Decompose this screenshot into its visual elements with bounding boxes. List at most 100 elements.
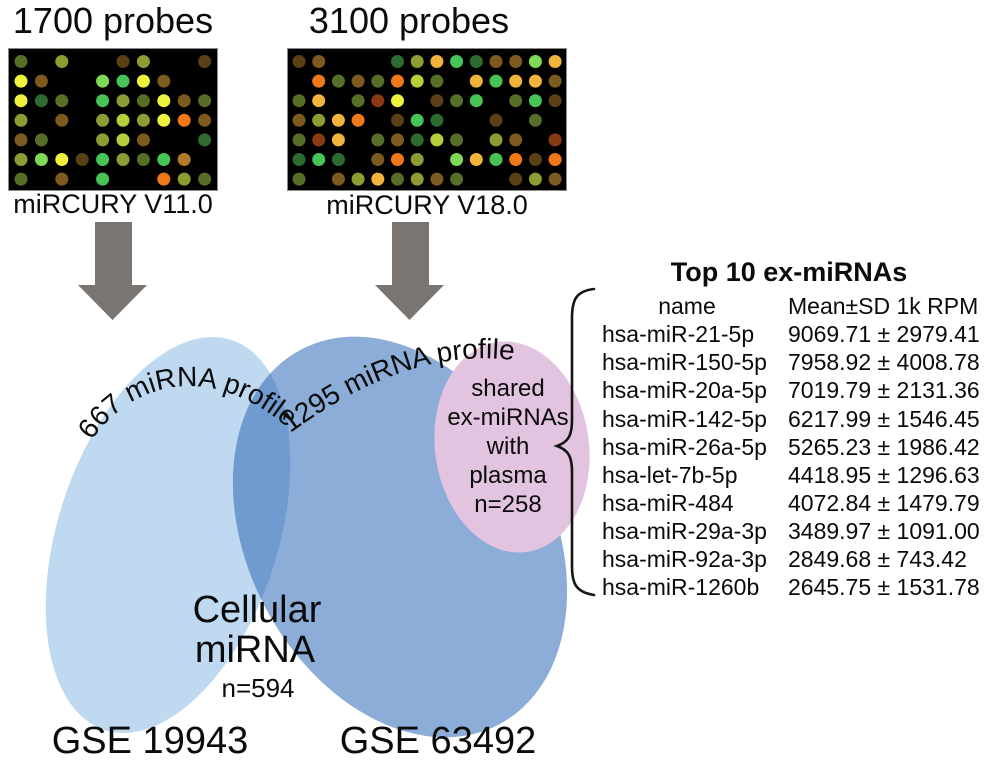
microarray-dot xyxy=(528,94,542,108)
microarray-dot xyxy=(489,153,503,166)
platform-label-2: miRCURY V18.0 xyxy=(326,190,528,220)
microarray-dot xyxy=(331,133,345,147)
mirna-name: hsa-let-7b-5p xyxy=(602,461,738,488)
microarray-dot xyxy=(430,74,444,88)
microarray-dot xyxy=(410,74,424,88)
probes-label-1: 1700 probes xyxy=(12,0,214,41)
mirna-name: hsa-miR-150-5p xyxy=(602,349,767,376)
microarray-dot xyxy=(469,153,483,166)
microarray-dot xyxy=(331,74,345,88)
table-row: hsa-miR-1260b 2645.75 ± 1531.78 xyxy=(602,573,996,601)
microarray-dot xyxy=(136,133,150,147)
mirna-name: hsa-miR-20a-5p xyxy=(602,377,767,404)
microarray-dot xyxy=(312,55,326,68)
microarray-dot xyxy=(198,172,212,186)
microarray-dot xyxy=(96,133,110,147)
microarray-dot xyxy=(489,113,503,127)
microarray-dot xyxy=(55,55,69,68)
microarray-dot xyxy=(430,133,444,147)
microarray-dot xyxy=(351,74,365,88)
microarray-dot xyxy=(312,133,326,147)
microarray-dot xyxy=(292,133,306,147)
microarray-dot xyxy=(351,113,365,127)
microarray-dot xyxy=(371,94,385,108)
venn-left-ellipse xyxy=(45,337,291,733)
mirna-value: 7958.92 ± 4008.78 xyxy=(788,349,980,376)
microarray-dot xyxy=(55,94,69,108)
mirna-value: 3489.97 ± 1091.00 xyxy=(788,518,980,545)
overlap-title-line1: Cellular xyxy=(193,589,322,631)
table-row: hsa-miR-484 4072.84 ± 1479.79 xyxy=(602,489,996,517)
mirna-name: hsa-miR-1260b xyxy=(602,574,760,601)
microarray-dot xyxy=(136,113,150,127)
microarray-dot xyxy=(331,172,345,186)
microarray-dot xyxy=(34,133,48,147)
microarray-dot xyxy=(34,74,48,88)
microarray-dot xyxy=(391,153,404,166)
microarray-dot xyxy=(331,153,345,166)
mirna-value: 2849.68 ± 743.42 xyxy=(788,546,967,573)
microarray-dot xyxy=(528,55,542,68)
microarray-dot xyxy=(177,113,191,127)
microarray-dot xyxy=(391,94,404,108)
mirna-name: hsa-miR-142-5p xyxy=(602,405,767,432)
mirna-name: hsa-miR-26a-5p xyxy=(602,433,767,460)
microarray-dot xyxy=(548,74,562,88)
column-header-name: name xyxy=(658,293,716,319)
microarray-dot xyxy=(509,94,523,108)
overlap-count: n=594 xyxy=(221,673,294,703)
microarray-dot xyxy=(116,113,130,127)
microarray-dot xyxy=(528,74,542,88)
microarray-dot xyxy=(391,74,404,88)
microarray-dot xyxy=(391,172,404,186)
shared-line-3: with xyxy=(486,433,530,460)
microarray-dot xyxy=(351,172,365,186)
microarray-dot xyxy=(548,55,562,68)
table-row: hsa-let-7b-5p 4418.95 ± 1296.63 xyxy=(602,461,996,489)
microarray-dot xyxy=(34,94,48,108)
microarray-dot xyxy=(96,74,110,88)
table-title: Top 10 ex-miRNAs xyxy=(670,257,908,287)
microarray-dot xyxy=(528,113,542,127)
microarray-dot xyxy=(548,153,562,166)
dataset-label-right: GSE 63492 xyxy=(340,720,536,762)
microarray-dot xyxy=(157,113,171,127)
microarray-dot xyxy=(548,172,562,186)
table-header-row: name Mean±SD 1k RPM xyxy=(602,292,996,320)
down-arrow-right-icon xyxy=(375,222,444,320)
microarray-dot xyxy=(430,94,444,108)
microarray-dot xyxy=(116,74,130,88)
microarray-dot xyxy=(177,172,191,186)
microarray-dot xyxy=(509,55,523,68)
microarray-dot xyxy=(371,153,385,166)
microarray-dot xyxy=(14,94,28,108)
microarray-dot xyxy=(430,55,444,68)
microarray-dot xyxy=(55,113,69,127)
microarray-dot xyxy=(450,172,464,186)
microarray-dot xyxy=(528,153,542,166)
mirna-value: 9069.71 ± 2979.41 xyxy=(788,321,980,348)
microarray-dot xyxy=(75,153,89,166)
ex-mirna-table: name Mean±SD 1k RPM hsa-miR-21-5p 9069.7… xyxy=(602,292,996,602)
microarray-dot xyxy=(312,94,326,108)
mirna-value: 4418.95 ± 1296.63 xyxy=(788,461,980,488)
microarray-dot xyxy=(96,172,110,186)
mirna-value: 7019.79 ± 2131.36 xyxy=(788,377,980,404)
microarray-dot xyxy=(410,133,424,147)
shared-line-1: shared xyxy=(471,375,544,402)
microarray-dot xyxy=(157,94,171,108)
microarray-dot xyxy=(450,133,464,147)
microarray-dot xyxy=(430,113,444,127)
microarray-dot xyxy=(198,55,212,68)
down-arrow-left-icon xyxy=(78,222,147,320)
microarray-dot xyxy=(136,94,150,108)
mirna-name: hsa-miR-29a-3p xyxy=(602,518,767,545)
mirna-value: 2645.75 ± 1531.78 xyxy=(788,574,980,601)
microarray-dot xyxy=(157,172,171,186)
table-row: hsa-miR-92a-3p 2849.68 ± 743.42 xyxy=(602,545,996,573)
shared-line-5: n=258 xyxy=(474,491,541,518)
microarray-dot xyxy=(489,74,503,88)
microarray-dot xyxy=(509,153,523,166)
microarray-dot xyxy=(96,153,110,166)
shared-line-4: plasma xyxy=(469,462,547,489)
